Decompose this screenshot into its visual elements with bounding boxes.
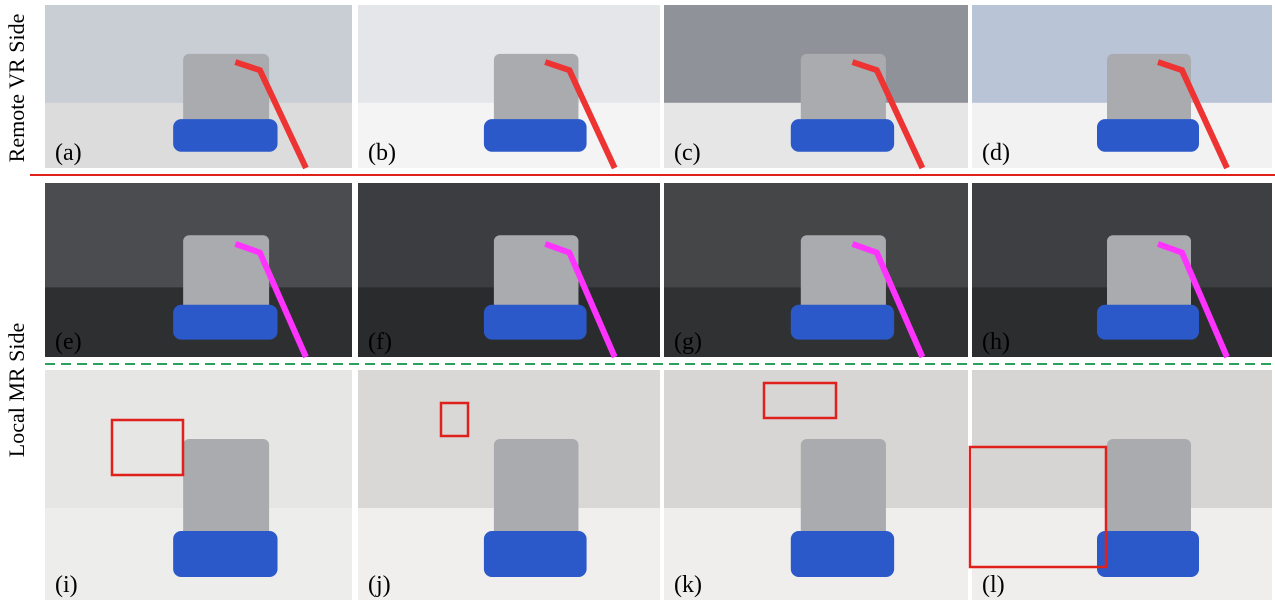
panel-label: (j)	[368, 572, 391, 598]
engine-base	[791, 305, 894, 340]
engine-body	[494, 54, 579, 127]
engine-body	[183, 439, 269, 543]
engine-base	[484, 531, 587, 577]
engine-base	[173, 531, 277, 577]
engine-body	[801, 439, 886, 543]
engine-body	[1107, 439, 1191, 543]
figure: Remote VR Side Local MR Side (a) (b) (c) (d…	[0, 0, 1275, 604]
engine-body	[183, 54, 269, 127]
engine-body	[1107, 235, 1191, 313]
engine-base	[484, 119, 587, 152]
panel-label: (e)	[55, 329, 82, 355]
panels: (a) (b) (c) (d) (e) (f) (g) (h) (i) (j) (k) (l)	[45, 5, 1272, 600]
engine-base	[1097, 305, 1199, 340]
engine-body	[1107, 54, 1191, 127]
side-label: Local MR Side	[4, 323, 29, 457]
side-label: Remote VR Side	[4, 14, 29, 163]
panel-label: (c)	[674, 140, 701, 166]
engine-body	[183, 235, 269, 313]
engine-base	[1097, 531, 1199, 577]
panel-label: (g)	[674, 329, 702, 355]
panel-label: (d)	[982, 140, 1010, 166]
panel-label: (k)	[674, 572, 702, 598]
panel-label: (i)	[55, 572, 78, 598]
panel-label: (l)	[982, 572, 1005, 598]
engine-body	[801, 54, 886, 127]
engine-body	[801, 235, 886, 313]
engine-base	[173, 119, 277, 152]
panel-label: (a)	[55, 140, 82, 166]
engine-base	[173, 305, 277, 340]
engine-base	[484, 305, 587, 340]
panel-label: (f)	[368, 329, 392, 355]
engine-base	[1097, 119, 1199, 152]
engine-body	[494, 439, 579, 543]
engine-body	[494, 235, 579, 313]
engine-base	[791, 119, 894, 152]
panel-label: (b)	[368, 140, 396, 166]
panel-label: (h)	[982, 329, 1010, 355]
engine-base	[791, 531, 894, 577]
